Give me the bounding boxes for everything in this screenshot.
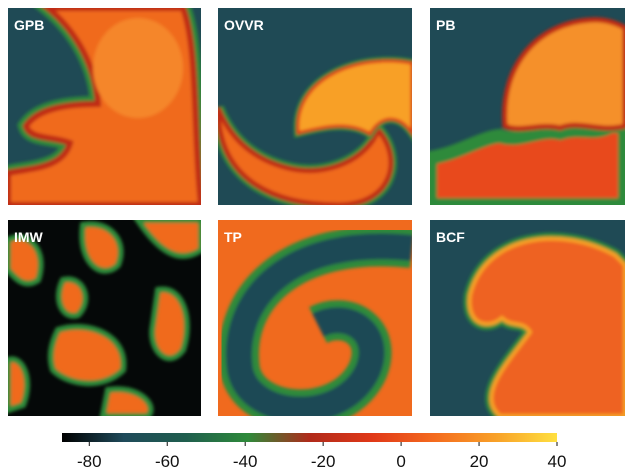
wave-blob xyxy=(152,290,187,359)
wave-blob xyxy=(59,279,85,315)
wave-core xyxy=(93,18,183,118)
tick-label: -80 xyxy=(77,452,102,471)
panel-label: GPB xyxy=(14,17,44,33)
tick-label: -40 xyxy=(233,452,258,471)
panel-label: TP xyxy=(224,229,242,245)
wave-blob xyxy=(82,224,120,270)
colorbar-ticks: -80 -60 -40 -20 0 20 40 xyxy=(77,442,566,471)
panel xyxy=(8,8,201,205)
wave xyxy=(470,239,625,416)
panel xyxy=(218,8,412,205)
panel-label: OVVR xyxy=(224,17,264,33)
panel-label: PB xyxy=(436,17,455,33)
panel-label: BCF xyxy=(436,229,465,245)
wave-blob xyxy=(51,327,123,383)
panel-label: IMW xyxy=(14,229,44,245)
tick-label: -20 xyxy=(311,452,336,471)
panel xyxy=(8,220,201,416)
panel xyxy=(218,220,412,416)
figure: GPB OVVR PB IMW TP BCF -80 -60 -40 -20 0 20 40 xyxy=(0,0,629,472)
panel xyxy=(430,8,625,205)
panel xyxy=(430,220,625,416)
wave-blob xyxy=(8,359,27,410)
colorbar xyxy=(62,433,557,442)
tick-label: 20 xyxy=(470,452,489,471)
tick-label: 40 xyxy=(548,452,567,471)
tick-label: 0 xyxy=(396,452,405,471)
tick-label: -60 xyxy=(155,452,180,471)
